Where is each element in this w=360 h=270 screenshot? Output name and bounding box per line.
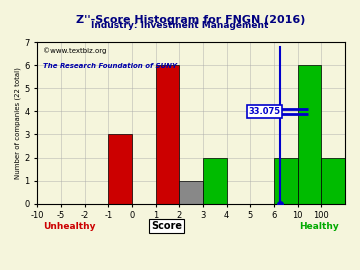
Text: Healthy: Healthy (299, 222, 339, 231)
Text: The Research Foundation of SUNY: The Research Foundation of SUNY (44, 63, 177, 69)
Bar (108, 134, 132, 204)
Text: Unhealthy: Unhealthy (44, 222, 96, 231)
Text: ©www.textbiz.org: ©www.textbiz.org (44, 47, 107, 54)
Bar (156, 65, 179, 204)
Bar (298, 65, 321, 204)
Text: Score: Score (151, 221, 182, 231)
Title: Z''-Score Histogram for FNGN (2016): Z''-Score Histogram for FNGN (2016) (76, 15, 306, 25)
Bar (179, 181, 203, 204)
Bar (321, 157, 345, 204)
Y-axis label: Number of companies (22 total): Number of companies (22 total) (15, 67, 22, 179)
Text: Industry: Investment Management: Industry: Investment Management (91, 21, 269, 30)
Bar (203, 157, 227, 204)
Bar (274, 157, 298, 204)
Text: 33.075: 33.075 (249, 107, 281, 116)
